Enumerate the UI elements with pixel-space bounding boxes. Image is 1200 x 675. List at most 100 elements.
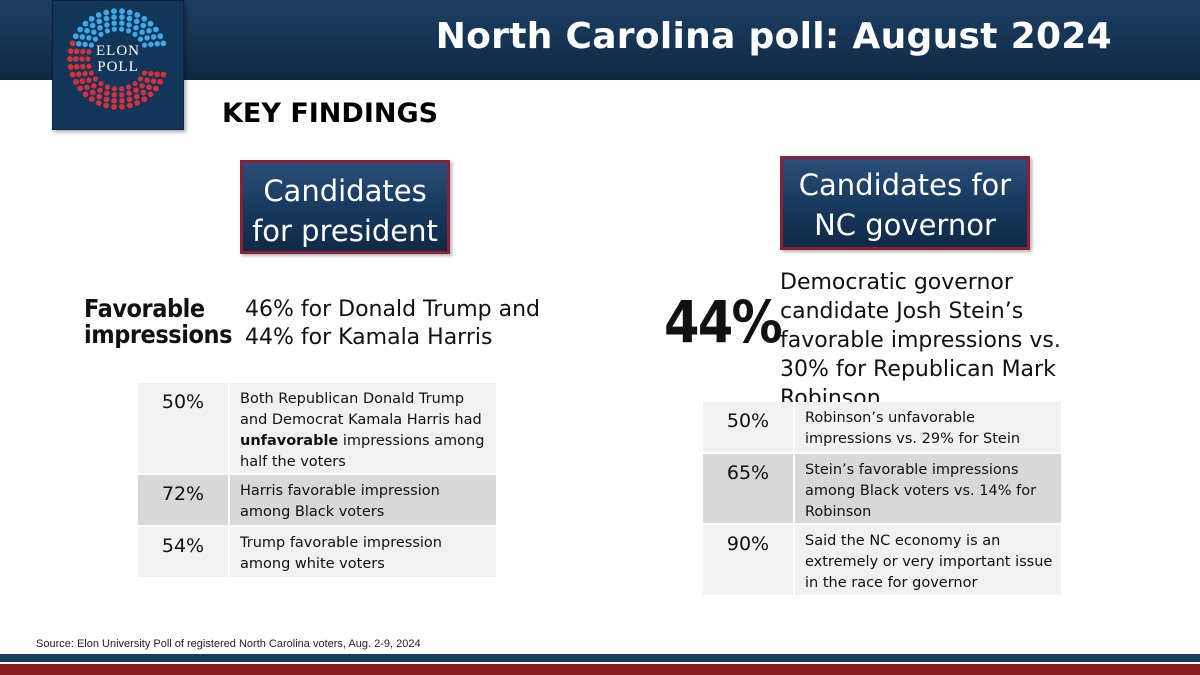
favorable-impressions-label: Favorable impressions — [84, 296, 232, 348]
logo-dot — [148, 70, 154, 77]
stat-percent: 72% — [138, 475, 228, 527]
table-row: 50% Robinson’s unfavorable impressions v… — [703, 402, 1061, 454]
logo-dot — [139, 83, 145, 89]
logo-dot — [72, 78, 79, 85]
logo-dot — [126, 102, 133, 109]
stat-percent: 90% — [703, 525, 793, 597]
logo-dot — [150, 78, 157, 84]
logo-dot — [97, 25, 103, 31]
governor-box-line1: Candidates for — [798, 168, 1012, 202]
logo-dot — [84, 84, 90, 91]
table-row: 65% Stein’s favorable impressions among … — [703, 454, 1061, 525]
logo-dot — [67, 48, 74, 54]
logo-dot — [97, 87, 103, 93]
logo-dot — [103, 102, 110, 109]
logo-text-line2: POLL — [97, 59, 139, 75]
logo-dot — [73, 56, 79, 62]
logo-dot — [67, 64, 74, 70]
logo-dot — [96, 18, 103, 25]
stat-text-emphasis: unfavorable — [240, 433, 339, 449]
logo-dot — [76, 71, 82, 77]
logo-dot — [88, 15, 95, 22]
logo-dot — [91, 83, 97, 89]
logo-dot — [119, 20, 125, 26]
favorable-label-line2: impressions — [84, 320, 233, 349]
logo-dot — [154, 71, 160, 77]
logo-dot — [92, 76, 99, 82]
favorable-text-line2: 44% for Kamala Harris — [245, 325, 493, 350]
logo-dot — [67, 56, 73, 62]
logo-dot — [69, 40, 76, 47]
favorable-label-line1: Favorable — [84, 294, 205, 323]
logo-dot — [86, 49, 92, 55]
governor-section-box: Candidates for NC governor — [780, 156, 1030, 250]
logo-dot — [82, 20, 89, 27]
source-note: Source: Elon University Poll of register… — [36, 638, 421, 650]
logo-dot — [139, 29, 145, 35]
logo-dot — [103, 96, 110, 103]
governor-box-line2: NC governor — [814, 208, 996, 242]
logo-dot — [146, 27, 152, 34]
logo-dot — [133, 18, 140, 25]
logo-dot — [119, 26, 125, 32]
logo-dot — [111, 8, 117, 15]
logo-dot — [111, 98, 117, 104]
logo-dot — [111, 92, 117, 98]
logo-dot — [98, 31, 104, 37]
logo-dot — [154, 41, 160, 47]
logo-dot — [103, 15, 110, 22]
footer-blue-stripe — [0, 654, 1200, 662]
logo-dot — [134, 100, 141, 106]
logo-dot — [86, 63, 92, 69]
stat-description: Trump favorable impression among white v… — [228, 527, 496, 579]
table-row: 72% Harris favorable impression among Bl… — [138, 475, 496, 527]
logo-dot — [126, 84, 132, 90]
page-title: North Carolina poll: August 2024 — [435, 16, 1112, 57]
logo-dot — [148, 41, 154, 48]
logo-dot — [126, 22, 132, 28]
logo-dot — [132, 81, 138, 87]
logo-dot — [69, 71, 76, 78]
logo-dots-graphic — [67, 8, 167, 110]
logo-dot — [137, 76, 144, 82]
logo-dot — [134, 12, 141, 18]
logo-dot — [86, 35, 92, 41]
governor-big-percent: 44% — [664, 288, 783, 356]
logo-dot — [147, 20, 154, 27]
logo-dot — [119, 86, 125, 92]
logo-dot — [137, 36, 144, 42]
logo-dot — [79, 56, 85, 62]
elon-poll-logo: ELON POLL — [52, 0, 184, 130]
logo-dot — [157, 78, 164, 85]
logo-dot — [85, 56, 91, 62]
logo-dot — [77, 85, 83, 92]
logo-dot — [80, 63, 86, 70]
president-box-line2: for president — [252, 214, 438, 248]
logo-dot — [126, 96, 133, 103]
logo-dot — [126, 9, 133, 16]
logo-dot — [89, 89, 96, 96]
logo-dot — [88, 42, 94, 48]
logo-dot — [133, 93, 140, 100]
table-row: 54% Trump favorable impression among whi… — [138, 527, 496, 579]
president-stats-table: 50% Both Republican Donald Trump and Dem… — [138, 383, 496, 579]
president-section-box: Candidates for president — [240, 160, 450, 254]
logo-dot — [119, 14, 125, 20]
logo-dot — [96, 93, 103, 100]
logo-dot — [111, 86, 117, 92]
logo-dot — [119, 92, 125, 98]
logo-dot — [119, 8, 125, 15]
logo-dot — [140, 89, 147, 96]
stat-percent: 50% — [703, 402, 793, 454]
logo-text-line1: ELON — [96, 43, 140, 59]
logo-dot — [126, 90, 132, 96]
logo-dot — [160, 71, 167, 78]
logo-dot — [82, 70, 88, 77]
stat-description: Stein’s favorable impressions among Blac… — [793, 454, 1061, 525]
logo-dot — [72, 33, 79, 40]
logo-dot — [98, 81, 104, 87]
logo-dot — [146, 84, 152, 91]
logo-dot — [76, 41, 82, 47]
logo-dot — [141, 96, 148, 103]
logo-dot — [88, 70, 94, 76]
